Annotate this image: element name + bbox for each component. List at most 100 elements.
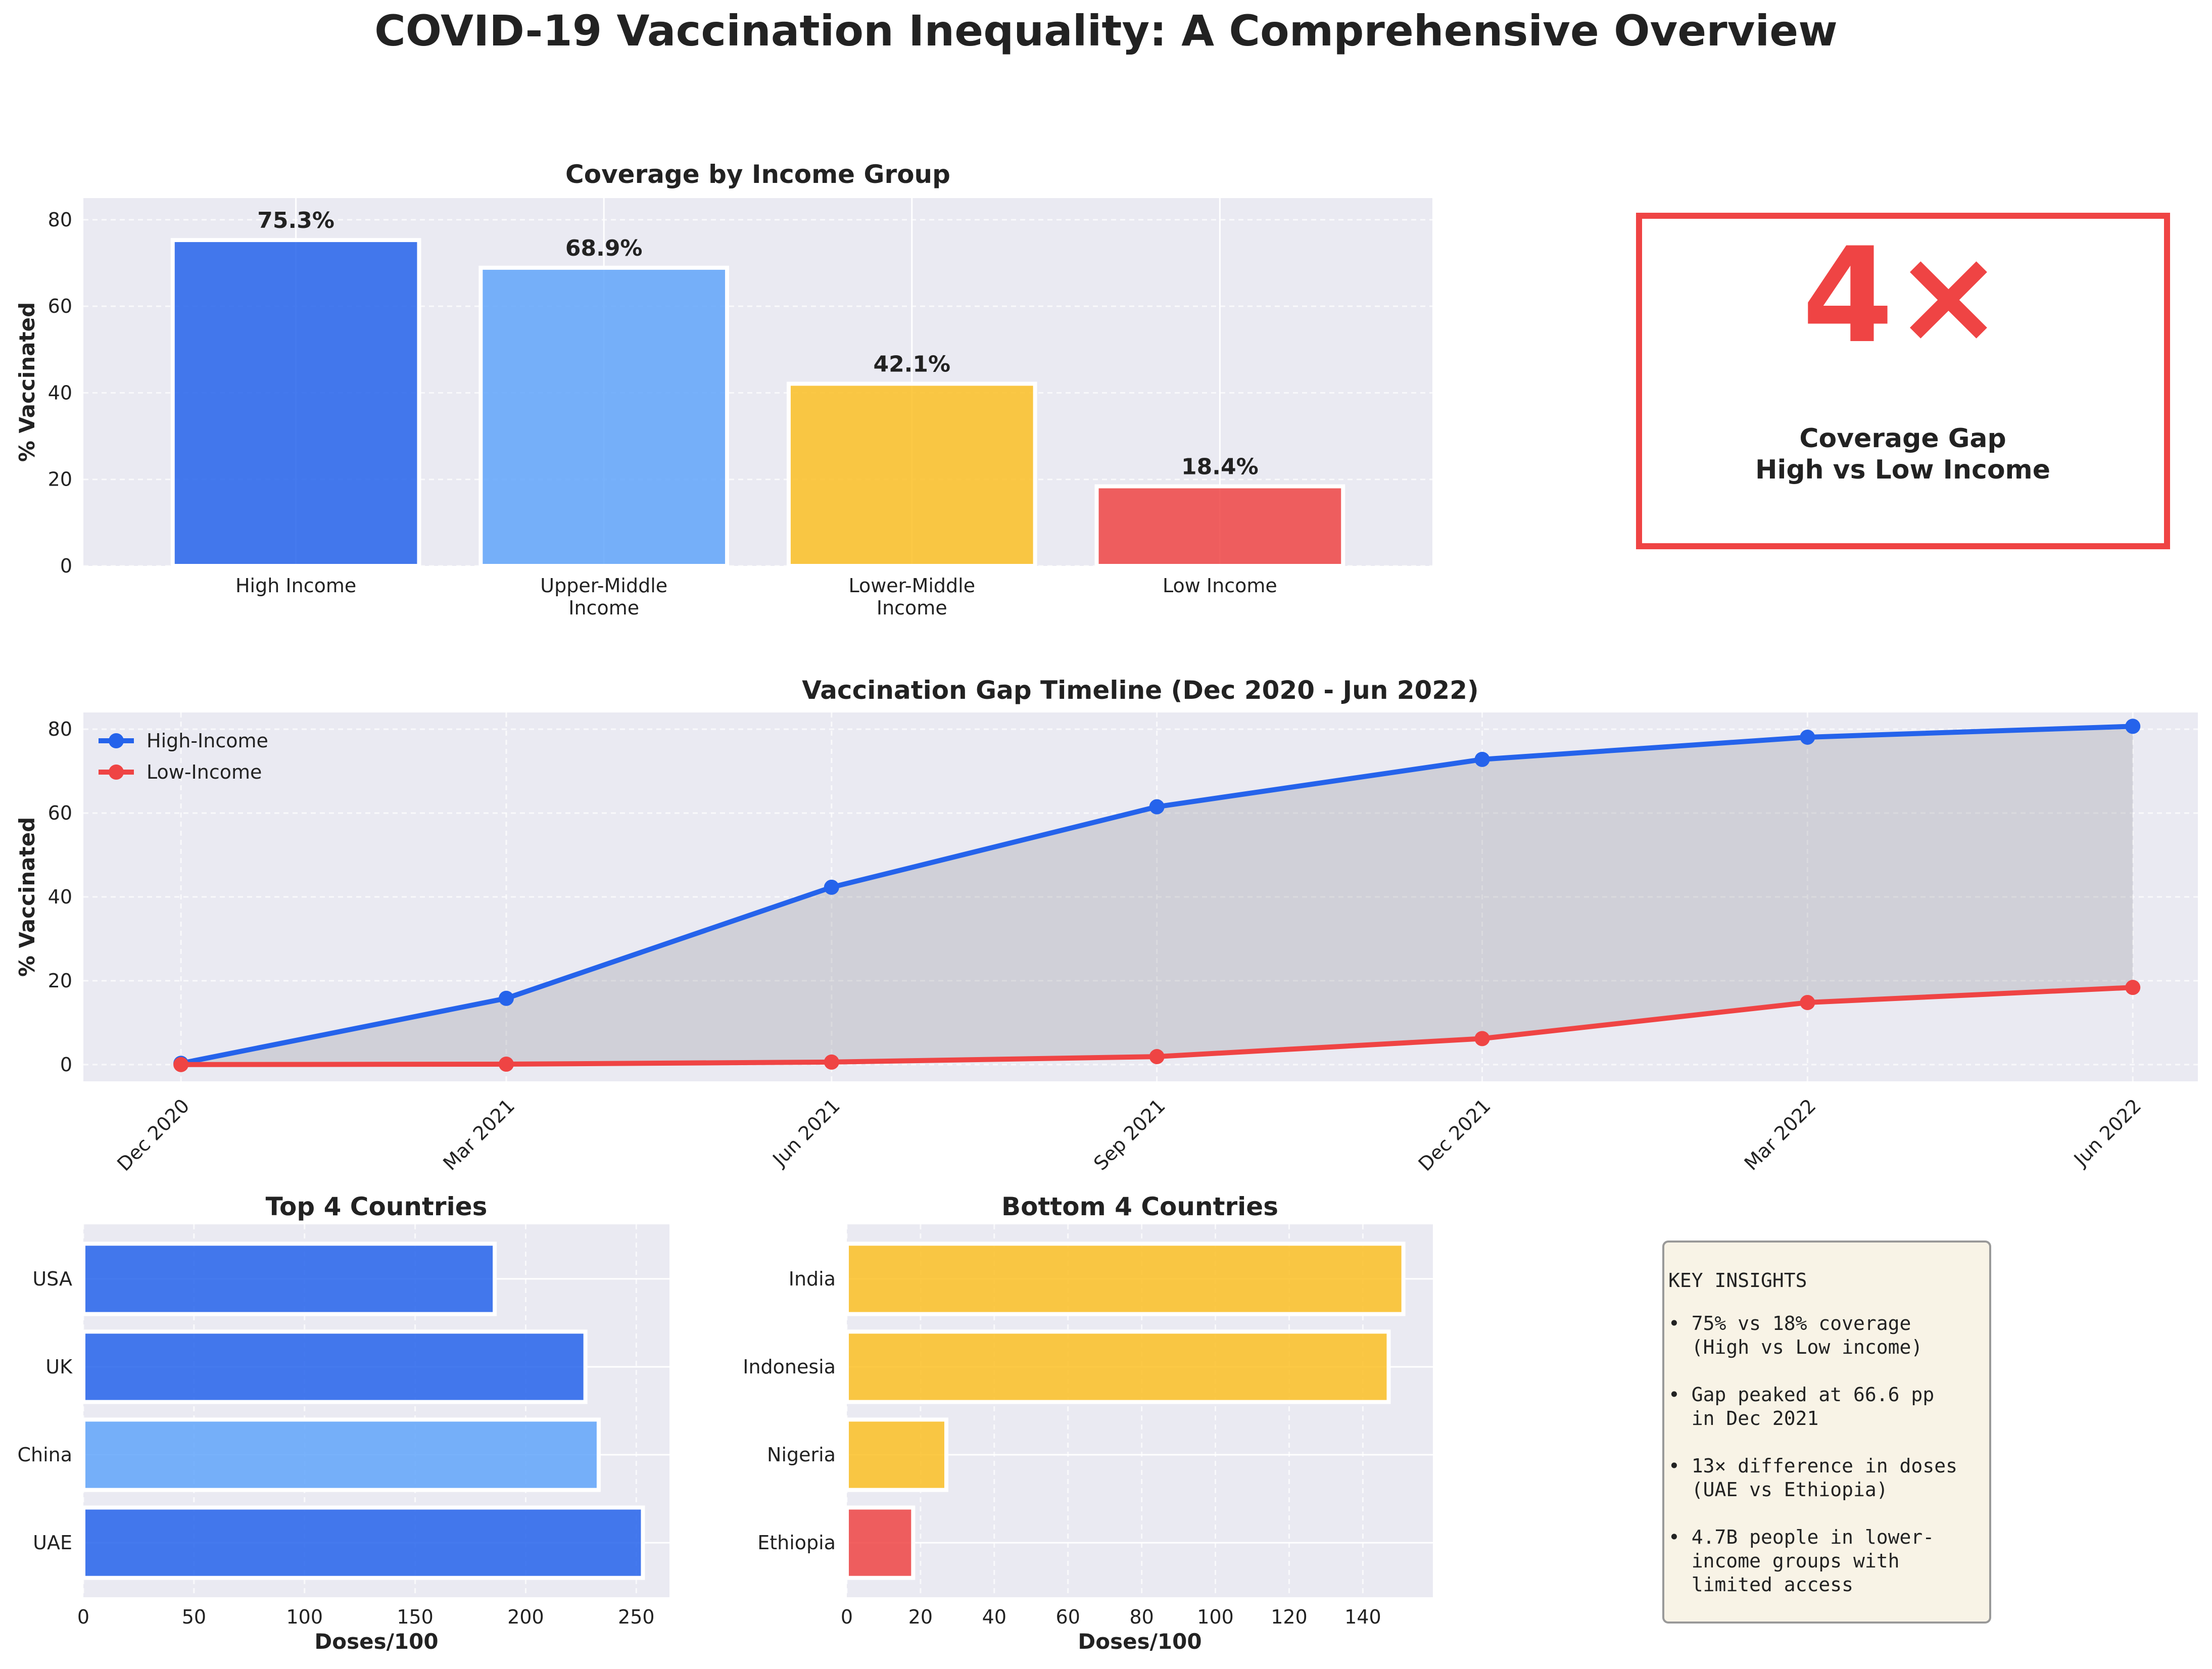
point-low-income: [1149, 1049, 1165, 1065]
key-insight-line: (High vs Low income): [1668, 1336, 1922, 1358]
income-x-tick-upper-middle-income: Upper-Middle: [540, 575, 667, 597]
point-low-income: [824, 1054, 839, 1070]
bar-india: [845, 1242, 1406, 1316]
coverage-gap-label-line1: Coverage Gap: [1799, 423, 2006, 454]
point-high-income: [1149, 799, 1165, 815]
point-low-income: [1474, 1031, 1490, 1046]
coverage-gap-label-line2: High vs Low Income: [1755, 455, 2050, 485]
point-low-income: [1800, 995, 1815, 1011]
timeline-x-tick-mar-2022: Mar 2022: [1740, 1094, 1820, 1175]
timeline-x-tick-jun-2022: Jun 2022: [2069, 1094, 2145, 1171]
bottom-countries-title: Bottom 4 Countries: [1001, 1192, 1278, 1221]
figure-title: COVID-19 Vaccination Inequality: A Compr…: [374, 6, 1838, 56]
income-x-tick-lower-middle-income: Lower-Middle: [848, 575, 975, 597]
timeline-x-tick-dec-2020: Dec 2020: [113, 1094, 194, 1175]
bar-indonesia: [845, 1329, 1391, 1404]
bar-china: [81, 1417, 601, 1492]
income-y-tick: 0: [60, 555, 72, 577]
key-insight-line: limited access: [1668, 1573, 1853, 1596]
timeline-y-axis-label: % Vaccinated: [15, 817, 39, 977]
point-high-income: [2125, 719, 2141, 734]
legend-marker-low-income: [109, 765, 124, 780]
legend-label-low-income: Low-Income: [147, 761, 262, 783]
top-x-tick: 250: [618, 1606, 655, 1628]
bar-ethiopia: [845, 1505, 916, 1580]
bottom-x-tick: 0: [841, 1606, 853, 1628]
legend-marker-high-income: [109, 733, 124, 748]
point-low-income: [2125, 980, 2141, 995]
vaccination-timeline-chart: Vaccination Gap Timeline (Dec 2020 - Jun…: [15, 676, 2198, 1175]
key-insight-line: • 13× difference in doses: [1668, 1455, 1957, 1477]
coverage-gap-border: [1636, 213, 2170, 549]
coverage-gap-multiplier: 4×: [1802, 220, 2004, 372]
top-x-tick: 150: [397, 1606, 434, 1628]
point-high-income: [499, 990, 514, 1006]
income-x-tick-low-income: Low Income: [1163, 575, 1277, 597]
point-high-income: [1800, 729, 1815, 745]
top-countries-title: Top 4 Countries: [266, 1192, 488, 1221]
key-insights-header: KEY INSIGHTS: [1668, 1269, 1807, 1292]
legend-label-high-income: High-Income: [147, 730, 268, 752]
timeline-y-tick: 0: [60, 1054, 72, 1076]
top-y-tick-uk: UK: [45, 1356, 73, 1378]
key-insight-line: • Gap peaked at 66.6 pp: [1668, 1384, 1934, 1406]
key-insight-line: in Dec 2021: [1668, 1407, 1818, 1429]
timeline-chart-title: Vaccination Gap Timeline (Dec 2020 - Jun…: [802, 676, 1479, 705]
point-low-income: [499, 1056, 514, 1072]
top-x-tick: 50: [182, 1606, 206, 1628]
income-y-tick: 20: [48, 468, 72, 491]
income-x-tick-high-income: High Income: [235, 575, 356, 597]
point-high-income: [1474, 751, 1490, 767]
timeline-x-tick-mar-2021: Mar 2021: [439, 1094, 519, 1175]
income-y-tick: 60: [48, 295, 72, 317]
income-coverage-chart: 75.3% 68.9% 42.1% 18.4% Coverage by Income …: [15, 160, 1432, 619]
coverage-gap-box: 4× Coverage Gap High vs Low Income: [1636, 213, 2170, 549]
top-y-tick-uae: UAE: [33, 1532, 72, 1554]
top-x-axis-label: Doses/100: [314, 1629, 438, 1654]
key-insight-line: (UAE vs Ethiopia): [1668, 1479, 1888, 1501]
bottom-x-tick: 40: [982, 1606, 1006, 1628]
income-chart-title: Coverage by Income Group: [565, 160, 950, 189]
top-y-tick-usa: USA: [32, 1268, 72, 1290]
bar-nigeria: [845, 1417, 948, 1492]
top-countries-chart: Top 4 Countries Doses/100 0 50 100 150 200 25…: [17, 1192, 669, 1654]
bar-upper-middle-income: [478, 265, 730, 568]
timeline-y-tick: 20: [48, 970, 72, 992]
bar-value-label-high-income: 75.3%: [257, 208, 334, 233]
bar-usa: [81, 1242, 497, 1316]
bar-value-label-lower-middle-income: 42.1%: [873, 351, 950, 377]
income-y-axis-label: % Vaccinated: [15, 302, 39, 462]
bottom-y-tick-indonesia: Indonesia: [743, 1356, 836, 1378]
bottom-x-tick: 140: [1344, 1606, 1381, 1628]
point-low-income: [173, 1057, 189, 1072]
bar-uae: [81, 1505, 645, 1580]
key-insights-bg: [1662, 1241, 1991, 1624]
bar-uk: [81, 1329, 588, 1404]
income-y-tick: 80: [48, 209, 72, 231]
bottom-y-tick-nigeria: Nigeria: [767, 1444, 836, 1466]
timeline-y-tick: 40: [48, 886, 72, 908]
key-insights-box: KEY INSIGHTS • 75% vs 18% coverage (High…: [1662, 1241, 1991, 1624]
top-x-tick: 200: [507, 1606, 544, 1628]
timeline-x-tick-sep-2021: Sep 2021: [1089, 1094, 1170, 1175]
bottom-x-axis-label: Doses/100: [1078, 1629, 1201, 1654]
top-x-tick: 0: [77, 1606, 89, 1628]
point-high-income: [824, 879, 839, 895]
bar-value-label-low-income: 18.4%: [1181, 454, 1259, 480]
income-x-tick-lower-middle-income: Income: [877, 597, 947, 619]
gap-fill-area: [181, 726, 2133, 1065]
key-insight-line: • 75% vs 18% coverage: [1668, 1312, 1911, 1334]
timeline-legend: High-Income Low-Income: [99, 730, 268, 783]
bottom-x-tick: 100: [1197, 1606, 1234, 1628]
bottom-x-tick: 120: [1271, 1606, 1308, 1628]
bar-high-income: [170, 238, 421, 568]
timeline-x-tick-jun-2021: Jun 2021: [768, 1094, 844, 1171]
key-insight-line: income groups with: [1668, 1550, 1900, 1572]
income-y-tick: 40: [48, 382, 72, 404]
bottom-x-tick: 80: [1129, 1606, 1153, 1628]
timeline-y-tick: 80: [48, 718, 72, 740]
bottom-countries-chart: Bottom 4 Countries Doses/100 0 20 40 60 80 10…: [743, 1192, 1433, 1654]
bottom-x-tick: 60: [1056, 1606, 1080, 1628]
bar-value-label-upper-middle-income: 68.9%: [565, 235, 643, 261]
